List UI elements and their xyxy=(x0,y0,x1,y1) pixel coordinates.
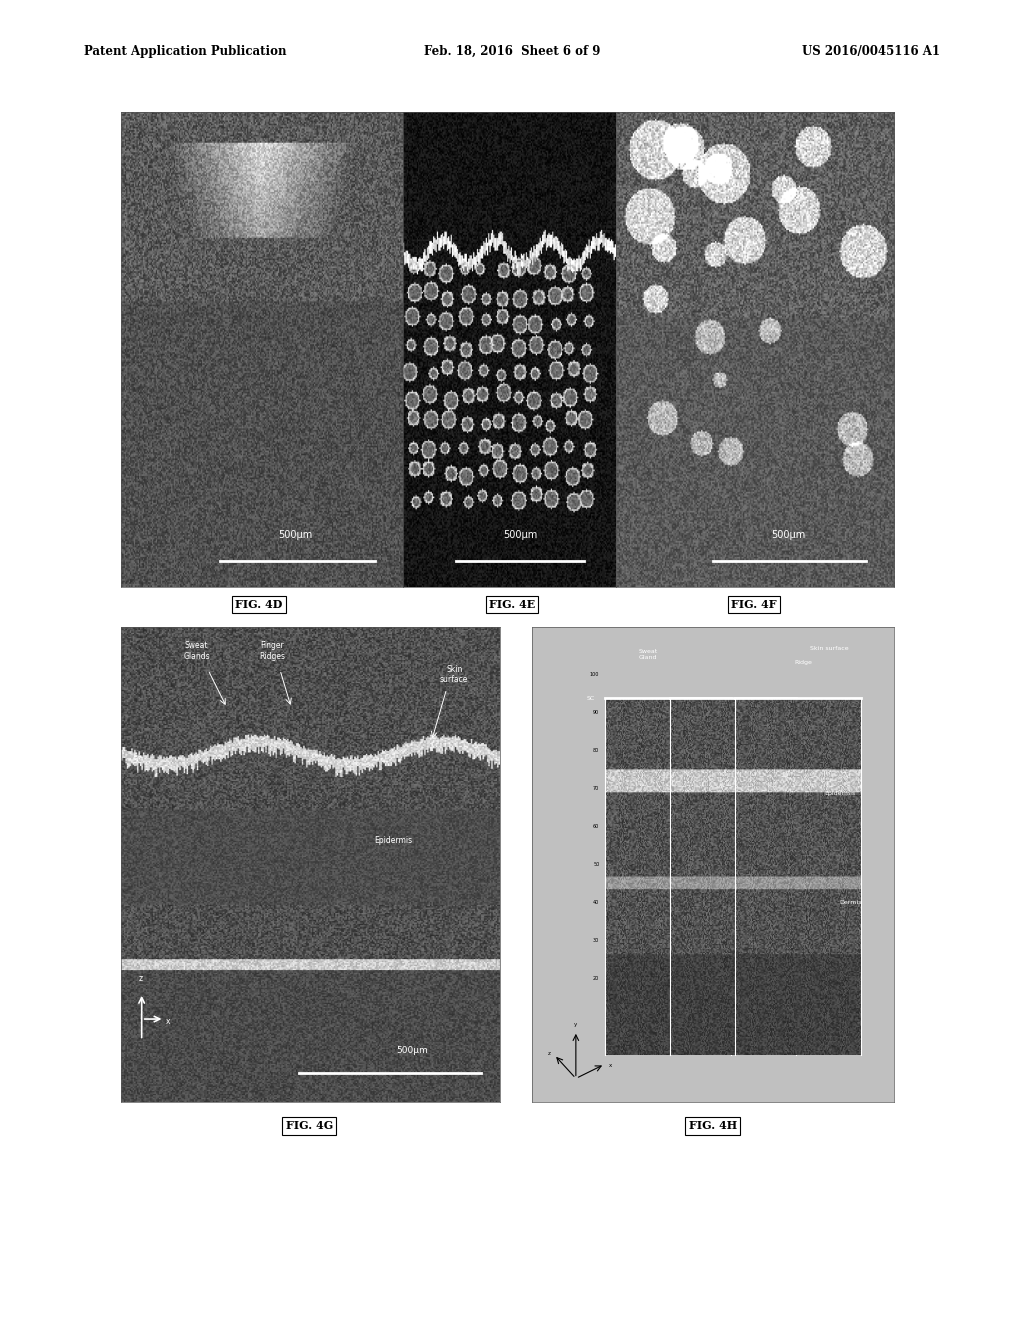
Text: SC: SC xyxy=(132,755,142,764)
Text: US 2016/0045116 A1: US 2016/0045116 A1 xyxy=(802,45,940,58)
Text: z: z xyxy=(548,1051,551,1056)
Text: y: y xyxy=(574,1022,578,1027)
Text: Epidermis: Epidermis xyxy=(824,791,855,796)
Text: 500μm: 500μm xyxy=(279,529,313,540)
Text: Sweat
Gland: Sweat Gland xyxy=(639,649,657,660)
Text: FIG. 4E: FIG. 4E xyxy=(488,599,536,610)
Text: Skin
surface: Skin surface xyxy=(440,665,468,684)
Text: 500μm: 500μm xyxy=(771,529,805,540)
Text: Finger
Ridges: Finger Ridges xyxy=(259,642,286,660)
Text: z: z xyxy=(138,974,142,983)
Text: SC: SC xyxy=(587,696,595,701)
Text: 500μm: 500μm xyxy=(503,529,537,540)
Text: 70: 70 xyxy=(593,787,599,791)
Text: 500μm: 500μm xyxy=(396,1045,428,1055)
Text: Patent Application Publication: Patent Application Publication xyxy=(84,45,287,58)
Text: FIG. 4G: FIG. 4G xyxy=(286,1121,333,1131)
Text: 20: 20 xyxy=(593,977,599,981)
Text: 90: 90 xyxy=(593,710,599,715)
Text: FIG. 4H: FIG. 4H xyxy=(689,1121,736,1131)
Text: 60: 60 xyxy=(593,824,599,829)
Text: 100: 100 xyxy=(590,672,599,677)
Text: Skin surface: Skin surface xyxy=(810,645,848,651)
Text: x: x xyxy=(166,1016,170,1026)
Text: FIG. 4F: FIG. 4F xyxy=(731,599,776,610)
Text: Ridge: Ridge xyxy=(795,660,812,665)
Text: 40: 40 xyxy=(593,900,599,906)
Text: x: x xyxy=(608,1063,611,1068)
Text: Sweat
Glands: Sweat Glands xyxy=(183,642,210,660)
Text: Dermis: Dermis xyxy=(840,900,862,906)
Text: Feb. 18, 2016  Sheet 6 of 9: Feb. 18, 2016 Sheet 6 of 9 xyxy=(424,45,600,58)
Text: FIG. 4D: FIG. 4D xyxy=(236,599,283,610)
Text: 50: 50 xyxy=(593,862,599,867)
Text: Epidermis: Epidermis xyxy=(375,837,413,845)
Text: 30: 30 xyxy=(593,939,599,942)
Text: 80: 80 xyxy=(593,748,599,752)
